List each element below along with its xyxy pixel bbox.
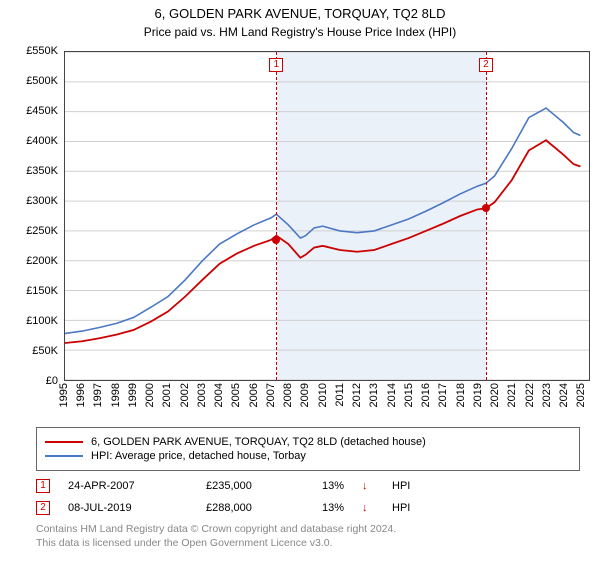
legend-label: HPI: Average price, detached house, Torb… bbox=[91, 450, 306, 462]
y-tick-label: £100K bbox=[26, 315, 58, 327]
x-tick-label: 2012 bbox=[351, 383, 363, 407]
y-tick-label: £400K bbox=[26, 135, 58, 147]
sale-vs: HPI bbox=[392, 502, 410, 514]
x-tick-label: 1998 bbox=[110, 383, 122, 407]
sale-dot bbox=[272, 236, 280, 244]
x-tick-label: 2018 bbox=[455, 383, 467, 407]
sale-date: 24-APR-2007 bbox=[68, 480, 188, 492]
sale-dot bbox=[482, 204, 490, 212]
sale-row: 2 08-JUL-2019 £288,000 13% ↓ HPI bbox=[36, 501, 580, 515]
x-tick-label: 2009 bbox=[299, 383, 311, 407]
legend-swatch bbox=[45, 455, 83, 457]
y-tick-label: £550K bbox=[26, 45, 58, 57]
sale-price: £235,000 bbox=[206, 480, 286, 492]
x-tick-label: 2005 bbox=[230, 383, 242, 407]
chart-subtitle: Price paid vs. HM Land Registry's House … bbox=[0, 25, 600, 39]
x-tick-label: 2023 bbox=[541, 383, 553, 407]
x-tick-label: 2013 bbox=[368, 383, 380, 407]
y-tick-label: £0 bbox=[46, 375, 58, 387]
x-tick-label: 2014 bbox=[386, 383, 398, 407]
attribution-line: Contains HM Land Registry data © Crown c… bbox=[36, 523, 580, 537]
x-tick-label: 2010 bbox=[317, 383, 329, 407]
x-axis-labels: 1995199619971998199920002001200220032004… bbox=[64, 381, 590, 421]
sale-price: £288,000 bbox=[206, 502, 286, 514]
y-tick-label: £250K bbox=[26, 225, 58, 237]
y-tick-label: £350K bbox=[26, 165, 58, 177]
x-tick-label: 1997 bbox=[92, 383, 104, 407]
x-tick-label: 2002 bbox=[179, 383, 191, 407]
arrow-down-icon: ↓ bbox=[362, 502, 374, 514]
sale-marker-box: 2 bbox=[479, 58, 493, 72]
sale-vs: HPI bbox=[392, 480, 410, 492]
y-tick-label: £50K bbox=[32, 345, 58, 357]
x-tick-label: 2016 bbox=[420, 383, 432, 407]
y-tick-label: £500K bbox=[26, 75, 58, 87]
y-tick-label: £200K bbox=[26, 255, 58, 267]
x-tick-label: 2019 bbox=[472, 383, 484, 407]
y-tick-label: £150K bbox=[26, 285, 58, 297]
sale-marker-box: 1 bbox=[36, 479, 50, 493]
x-tick-label: 1996 bbox=[75, 383, 87, 407]
x-tick-label: 2024 bbox=[558, 383, 570, 407]
x-tick-label: 2008 bbox=[282, 383, 294, 407]
x-tick-label: 2021 bbox=[506, 383, 518, 407]
legend-swatch bbox=[45, 441, 83, 443]
arrow-down-icon: ↓ bbox=[362, 480, 374, 492]
x-tick-label: 2025 bbox=[575, 383, 587, 407]
chart-area: £0 £50K £100K £150K £200K £250K £300K £350K £400… bbox=[20, 51, 590, 421]
sale-marker-line bbox=[486, 52, 487, 380]
x-tick-label: 2001 bbox=[161, 383, 173, 407]
legend-row: HPI: Average price, detached house, Torb… bbox=[45, 450, 571, 462]
x-tick-label: 2015 bbox=[403, 383, 415, 407]
sale-date: 08-JUL-2019 bbox=[68, 502, 188, 514]
sale-marker-box: 2 bbox=[36, 501, 50, 515]
x-tick-label: 2011 bbox=[334, 383, 346, 407]
x-tick-label: 1999 bbox=[127, 383, 139, 407]
x-tick-label: 2007 bbox=[265, 383, 277, 407]
x-tick-label: 2003 bbox=[196, 383, 208, 407]
attribution: Contains HM Land Registry data © Crown c… bbox=[36, 523, 580, 550]
plot-svg bbox=[65, 52, 589, 380]
x-tick-label: 2020 bbox=[489, 383, 501, 407]
sale-marker-box: 1 bbox=[269, 58, 283, 72]
y-tick-label: £450K bbox=[26, 105, 58, 117]
legend-label: 6, GOLDEN PARK AVENUE, TORQUAY, TQ2 8LD … bbox=[91, 436, 426, 448]
sale-row: 1 24-APR-2007 £235,000 13% ↓ HPI bbox=[36, 479, 580, 493]
x-tick-label: 2022 bbox=[524, 383, 536, 407]
y-tick-label: £300K bbox=[26, 195, 58, 207]
x-tick-label: 2006 bbox=[248, 383, 260, 407]
chart-title: 6, GOLDEN PARK AVENUE, TORQUAY, TQ2 8LD bbox=[0, 6, 600, 21]
x-tick-label: 2004 bbox=[213, 383, 225, 407]
legend-row: 6, GOLDEN PARK AVENUE, TORQUAY, TQ2 8LD … bbox=[45, 436, 571, 448]
plot-region: 12 bbox=[64, 51, 590, 381]
x-tick-label: 2017 bbox=[437, 383, 449, 407]
sale-pct: 13% bbox=[304, 480, 344, 492]
sale-marker-line bbox=[276, 52, 277, 380]
x-tick-label: 1995 bbox=[58, 383, 70, 407]
y-axis-labels: £0 £50K £100K £150K £200K £250K £300K £350K £400… bbox=[14, 51, 58, 421]
x-tick-label: 2000 bbox=[144, 383, 156, 407]
sale-pct: 13% bbox=[304, 502, 344, 514]
attribution-line: This data is licensed under the Open Gov… bbox=[36, 537, 580, 551]
legend: 6, GOLDEN PARK AVENUE, TORQUAY, TQ2 8LD … bbox=[36, 427, 580, 471]
